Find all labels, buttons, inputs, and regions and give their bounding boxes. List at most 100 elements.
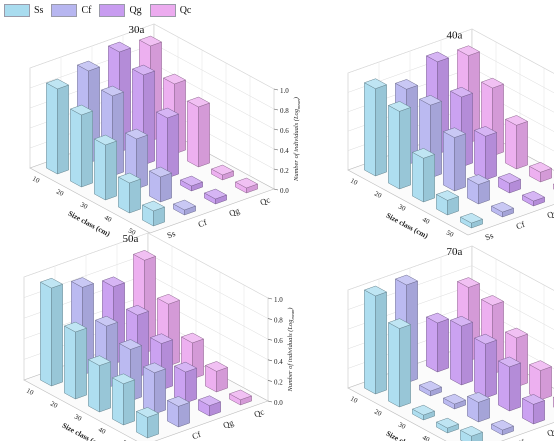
bar-face-top [111, 373, 136, 385]
bar-face-top [69, 104, 94, 116]
bar-Qc-30 [186, 96, 211, 168]
bar-face-side [88, 359, 100, 413]
bar-face-top [186, 96, 211, 108]
species-tick-label: Ss [484, 230, 495, 242]
bar-face-top [418, 380, 443, 392]
bar-face-side [40, 281, 52, 387]
chart-panel-30a: 0.0 0.2 0.4 0.6 0.8 1.0 Number of individuals … [29, 23, 301, 240]
bar-face-top [425, 312, 450, 324]
bar-face-top [459, 212, 484, 224]
bar-face-top [162, 73, 187, 85]
size-class-tick-label: 30 [73, 413, 83, 424]
bar-Qg-20 [449, 315, 474, 386]
legend-item-qc: Qc [149, 4, 191, 17]
bar-face-top [449, 315, 474, 327]
bar-Ss-20 [69, 104, 94, 188]
bar-Qc-30 [504, 115, 529, 170]
bar-face-top [425, 51, 450, 63]
bar-face-top [93, 134, 118, 146]
bar-Cf-40 [466, 174, 491, 205]
size-class-tick-label: 40 [97, 426, 107, 437]
panel-age-label: 70a [447, 246, 463, 258]
z-tick [273, 128, 279, 131]
bar-face-top [418, 95, 443, 106]
bar-Qg-30 [473, 333, 498, 399]
bar-face-top [442, 127, 467, 138]
bar-face-top [107, 41, 132, 53]
z-tick-label: 0.2 [274, 378, 283, 386]
bar-face-front [485, 339, 497, 399]
gridline-z [29, 23, 275, 90]
z-tick [273, 108, 279, 111]
bar-face-front [423, 154, 435, 203]
species-tick-label: Cf [191, 429, 203, 441]
bar-face-top [100, 85, 125, 97]
species-tick-label: Qg [546, 207, 554, 220]
species-tick-label: Cf [515, 437, 527, 441]
chart-panel-50a: 0.0 0.2 0.4 0.6 0.8 1.0 Number of individuals … [23, 232, 295, 441]
bar-face-top [124, 128, 149, 140]
bar-face-front [57, 84, 69, 175]
bar-Qg-50 [197, 395, 222, 417]
species-tick-label: Qg [228, 205, 242, 218]
bar-face-top [173, 361, 198, 373]
z-tick-label: 1.0 [274, 296, 283, 304]
bar-Qg-40 [179, 175, 204, 192]
bar-Ss-50 [141, 200, 166, 227]
species-tick-label: Qc [259, 194, 272, 207]
bar-face-top [135, 407, 160, 418]
bar-face-top [411, 148, 436, 159]
bar-face-top [228, 389, 253, 401]
panel-age-label: 30a [129, 24, 145, 36]
bar-Qc-50 [234, 177, 259, 194]
z-axis-title-main: Number of individuals (Log [287, 319, 294, 393]
size-class-tick-label: 20 [49, 400, 59, 411]
species-tick-label: Cf [515, 219, 527, 232]
species-tick-label: Ss [166, 228, 177, 240]
size-class-tick-label: 20 [373, 190, 383, 201]
bar-face-top [473, 126, 498, 137]
bar-face-top [149, 333, 174, 344]
bar-face-top [387, 318, 412, 329]
bar-face-side [70, 108, 82, 188]
legend-swatch-ss [4, 4, 30, 17]
size-class-axis-title: Size class (cm) [385, 211, 430, 241]
z-tick [267, 338, 273, 341]
bar-face-top [234, 177, 259, 189]
bar-face-top [480, 77, 505, 89]
bar-face-side [64, 325, 76, 400]
bar-face-front [399, 107, 411, 190]
z-axis-title-sub: mean [296, 98, 301, 108]
z-tick-label: 0.8 [274, 317, 283, 325]
size-class-tick-label: 10 [349, 395, 359, 406]
bar-Ss-40 [117, 172, 142, 214]
bar-Ss-30 [87, 355, 112, 413]
bar-face-front [437, 318, 449, 373]
z-axis-title-end: ) [293, 97, 300, 100]
bar-face-top [76, 60, 101, 72]
bar-face-front [454, 133, 466, 192]
bar-Ss-10 [39, 277, 64, 387]
bar-face-top [156, 293, 181, 305]
bar-face-front [51, 283, 63, 387]
size-class-tick-label: 30 [79, 201, 89, 212]
gridline-z [347, 28, 554, 74]
size-class-tick-label: 50 [445, 229, 455, 240]
bar-face-front [185, 367, 197, 404]
bar-face-side [498, 360, 510, 412]
bar-Ss-20 [387, 318, 412, 408]
z-tick-label: 0.6 [280, 127, 289, 135]
bar-face-top [87, 355, 112, 366]
size-class-tick-label: 30 [397, 421, 407, 432]
size-class-tick-label: 10 [25, 387, 35, 398]
z-tick-label: 0.2 [280, 167, 289, 175]
bar-face-front [375, 84, 387, 177]
bar-face-top [180, 332, 205, 344]
bar-face-top [101, 276, 126, 287]
bar-face-front [509, 362, 521, 412]
bar-Cf-50 [166, 396, 191, 428]
legend-label-cf: Cf [81, 5, 92, 16]
bar-face-front [216, 367, 228, 393]
